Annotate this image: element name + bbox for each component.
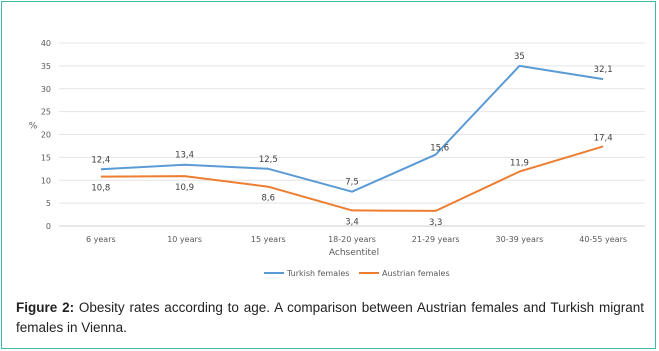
y-tick-label: 20 [41,131,51,140]
data-label: 35 [514,52,525,62]
data-label: 10,8 [91,184,110,194]
caption-text: Obesity rates according to age. A compar… [16,300,644,335]
data-label: 13,4 [175,151,194,161]
data-label: 10,9 [175,183,194,193]
data-label: 12,4 [91,155,110,165]
legend-label: Austrian females [382,269,450,278]
data-label: 17,4 [594,133,613,143]
obesity-line-chart: 0 5 10 15 20 25 30 35 40% 6 years 10 years 15 years… [29,39,645,278]
series-line-turkish [100,64,604,193]
series-line-austrian [100,145,604,212]
data-label: 3,4 [345,217,359,227]
data-label: 3,3 [429,218,443,228]
y-tick-label: 30 [41,85,51,94]
x-tick-label: 40-55 years [579,235,627,244]
x-tick-label: 30-39 years [496,235,544,244]
y-tick-label: 40 [41,39,51,48]
figure-caption: Figure 2: Obesity rates according to age… [16,298,644,338]
x-tick-label: 18-20 years [328,235,376,244]
y-axis-title: % [29,121,38,131]
caption-label: Figure 2: [16,300,75,315]
y-tick-label: 0 [46,222,51,231]
x-tick-label: 15 years [251,235,286,244]
y-tick-label: 15 [41,153,51,162]
data-label: 12,5 [259,155,278,165]
data-label: 8,6 [262,194,276,204]
data-label: 11,9 [510,159,529,169]
y-tick-label: 10 [41,176,51,185]
y-tick-label: 5 [46,199,51,208]
x-tick-label: 10 years [167,235,202,244]
data-label: 32,1 [594,65,613,75]
data-label: 15,6 [430,144,449,154]
y-tick-label: 35 [41,62,51,71]
data-label: 7,5 [345,178,359,188]
x-tick-label: 21-29 years [412,235,460,244]
x-tick-label: 6 years [86,235,116,244]
legend-label: Turkish females [286,269,349,278]
y-tick-label: 25 [41,108,51,117]
x-axis-title: Achsentitel [329,248,379,258]
